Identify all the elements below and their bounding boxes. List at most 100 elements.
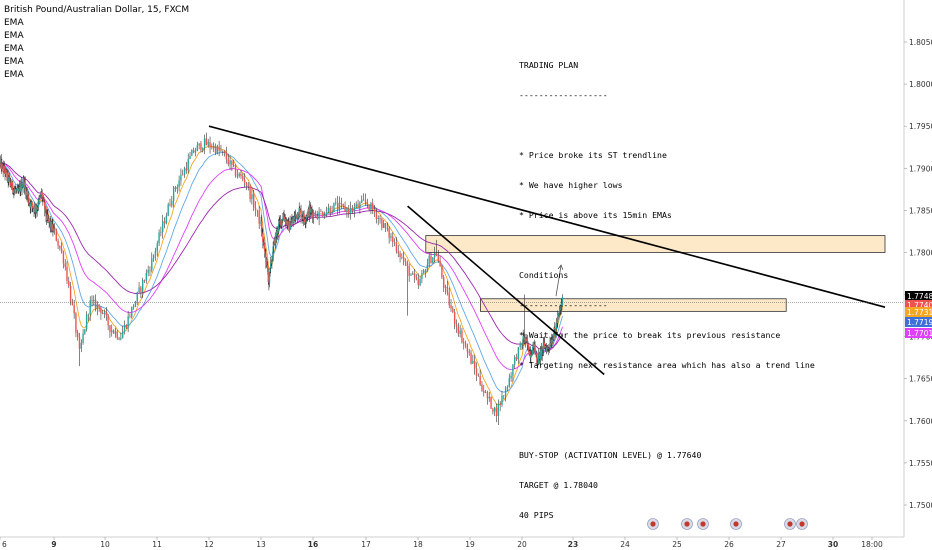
candle-body: [273, 243, 275, 247]
candle-body: [372, 203, 374, 210]
instrument-title[interactable]: British Pound/Australian Dollar, 15, FXC…: [4, 5, 190, 15]
candle-body: [530, 355, 533, 356]
candle-body: [327, 207, 330, 212]
candle-body: [218, 146, 220, 151]
candle-body: [138, 287, 140, 293]
candle-body: [25, 186, 27, 196]
candle-body: [331, 211, 333, 213]
candle-body: [495, 407, 498, 416]
trendline-1[interactable]: [208, 125, 886, 308]
candle-body: [1, 163, 3, 170]
candle-body: [552, 339, 554, 342]
candle-body: [534, 344, 536, 352]
candle-body: [443, 277, 445, 288]
candle-body: [546, 347, 548, 352]
candle-body: [66, 266, 68, 281]
candle-body: [408, 265, 410, 276]
candle-body: [102, 313, 104, 314]
note-line: [519, 390, 815, 400]
candle-body: [529, 351, 532, 358]
target-arrow[interactable]: [555, 265, 562, 297]
trendlines[interactable]: [0, 125, 904, 376]
price-tick-label: 1.78500: [909, 206, 932, 215]
candle-body: [423, 270, 425, 274]
resistance-zone-2[interactable]: [479, 298, 787, 312]
candle-body: [353, 206, 356, 211]
candle-body: [8, 177, 11, 179]
candle-body: [392, 236, 394, 243]
price-label-text: 1.77194: [907, 318, 932, 327]
candle-body: [373, 209, 376, 213]
indicator-ema-2[interactable]: EMA: [4, 31, 24, 41]
candle-body: [401, 257, 403, 258]
candle-body: [483, 390, 485, 393]
candle-body: [21, 186, 23, 190]
indicator-ema-5[interactable]: EMA: [4, 70, 24, 80]
price-tick-label: 1.79000: [909, 164, 932, 173]
candle-body: [140, 287, 142, 292]
candle-body: [240, 173, 242, 177]
note-line: * Targeting next resistance area which h…: [519, 360, 815, 370]
candle-body: [34, 206, 36, 213]
time-axis[interactable]: 6 9 10 11 12 13 16 17 18 19 20 23 24 25 26 27 30 18:00: [0, 536, 904, 549]
candle-body: [459, 330, 461, 334]
candle-body: [27, 195, 30, 204]
candle-body: [543, 342, 545, 343]
time-tick-label: 11: [152, 540, 162, 549]
candle-body: [52, 224, 54, 232]
candle-body: [463, 342, 465, 344]
candle-body: [323, 215, 326, 217]
candle-body: [89, 300, 91, 315]
candle-body: [9, 178, 11, 183]
candle-body: [477, 375, 480, 377]
trendline-2[interactable]: [407, 205, 605, 376]
candle-body: [437, 255, 439, 261]
candle-body: [118, 338, 120, 340]
candle-body: [545, 345, 547, 348]
candle-body: [503, 395, 505, 396]
resistance-zones: [425, 235, 886, 312]
candle-body: [189, 155, 191, 159]
candle-body: [475, 368, 478, 376]
candle-body: [322, 212, 324, 217]
candle-body: [299, 209, 302, 211]
candle-body: [304, 221, 306, 223]
candle-body: [267, 271, 269, 282]
candle-body: [468, 351, 470, 353]
candle-body: [375, 212, 378, 220]
economic-events[interactable]: [647, 518, 808, 530]
indicator-ema-3[interactable]: EMA: [4, 44, 24, 54]
candle-body: [73, 305, 75, 314]
event-flag-dot-icon: [787, 521, 793, 527]
ema-line-2[interactable]: [0, 152, 563, 393]
candle-body: [35, 210, 38, 213]
resistance-zone-1[interactable]: [425, 235, 886, 253]
candle-body: [266, 265, 269, 272]
note-line: * We have higher lows: [519, 180, 623, 190]
candle-body: [481, 384, 483, 391]
price-tick-label: 1.80500: [909, 38, 932, 47]
candle-body: [298, 208, 300, 216]
candle-body: [256, 209, 259, 211]
indicator-ema-1[interactable]: EMA: [4, 18, 24, 28]
candle-body: [27, 195, 29, 197]
candle-body: [355, 204, 357, 207]
candle-body: [404, 261, 407, 263]
candle-body: [287, 220, 289, 222]
candle-body: [21, 184, 24, 187]
candle-body: [559, 309, 561, 312]
candle-body: [60, 248, 63, 253]
candle-body: [282, 218, 284, 221]
candle-body: [558, 311, 561, 314]
indicator-ema-4[interactable]: EMA: [4, 57, 24, 67]
candle-body: [270, 262, 272, 268]
ema-line-3[interactable]: [0, 161, 563, 371]
candle-body: [543, 342, 546, 348]
time-tick-label: 19: [465, 540, 475, 549]
candle-body: [209, 141, 211, 148]
candle-body: [52, 228, 55, 232]
candle-body: [156, 243, 158, 251]
candle-body: [112, 330, 115, 334]
time-tick-label: 27: [776, 540, 786, 549]
